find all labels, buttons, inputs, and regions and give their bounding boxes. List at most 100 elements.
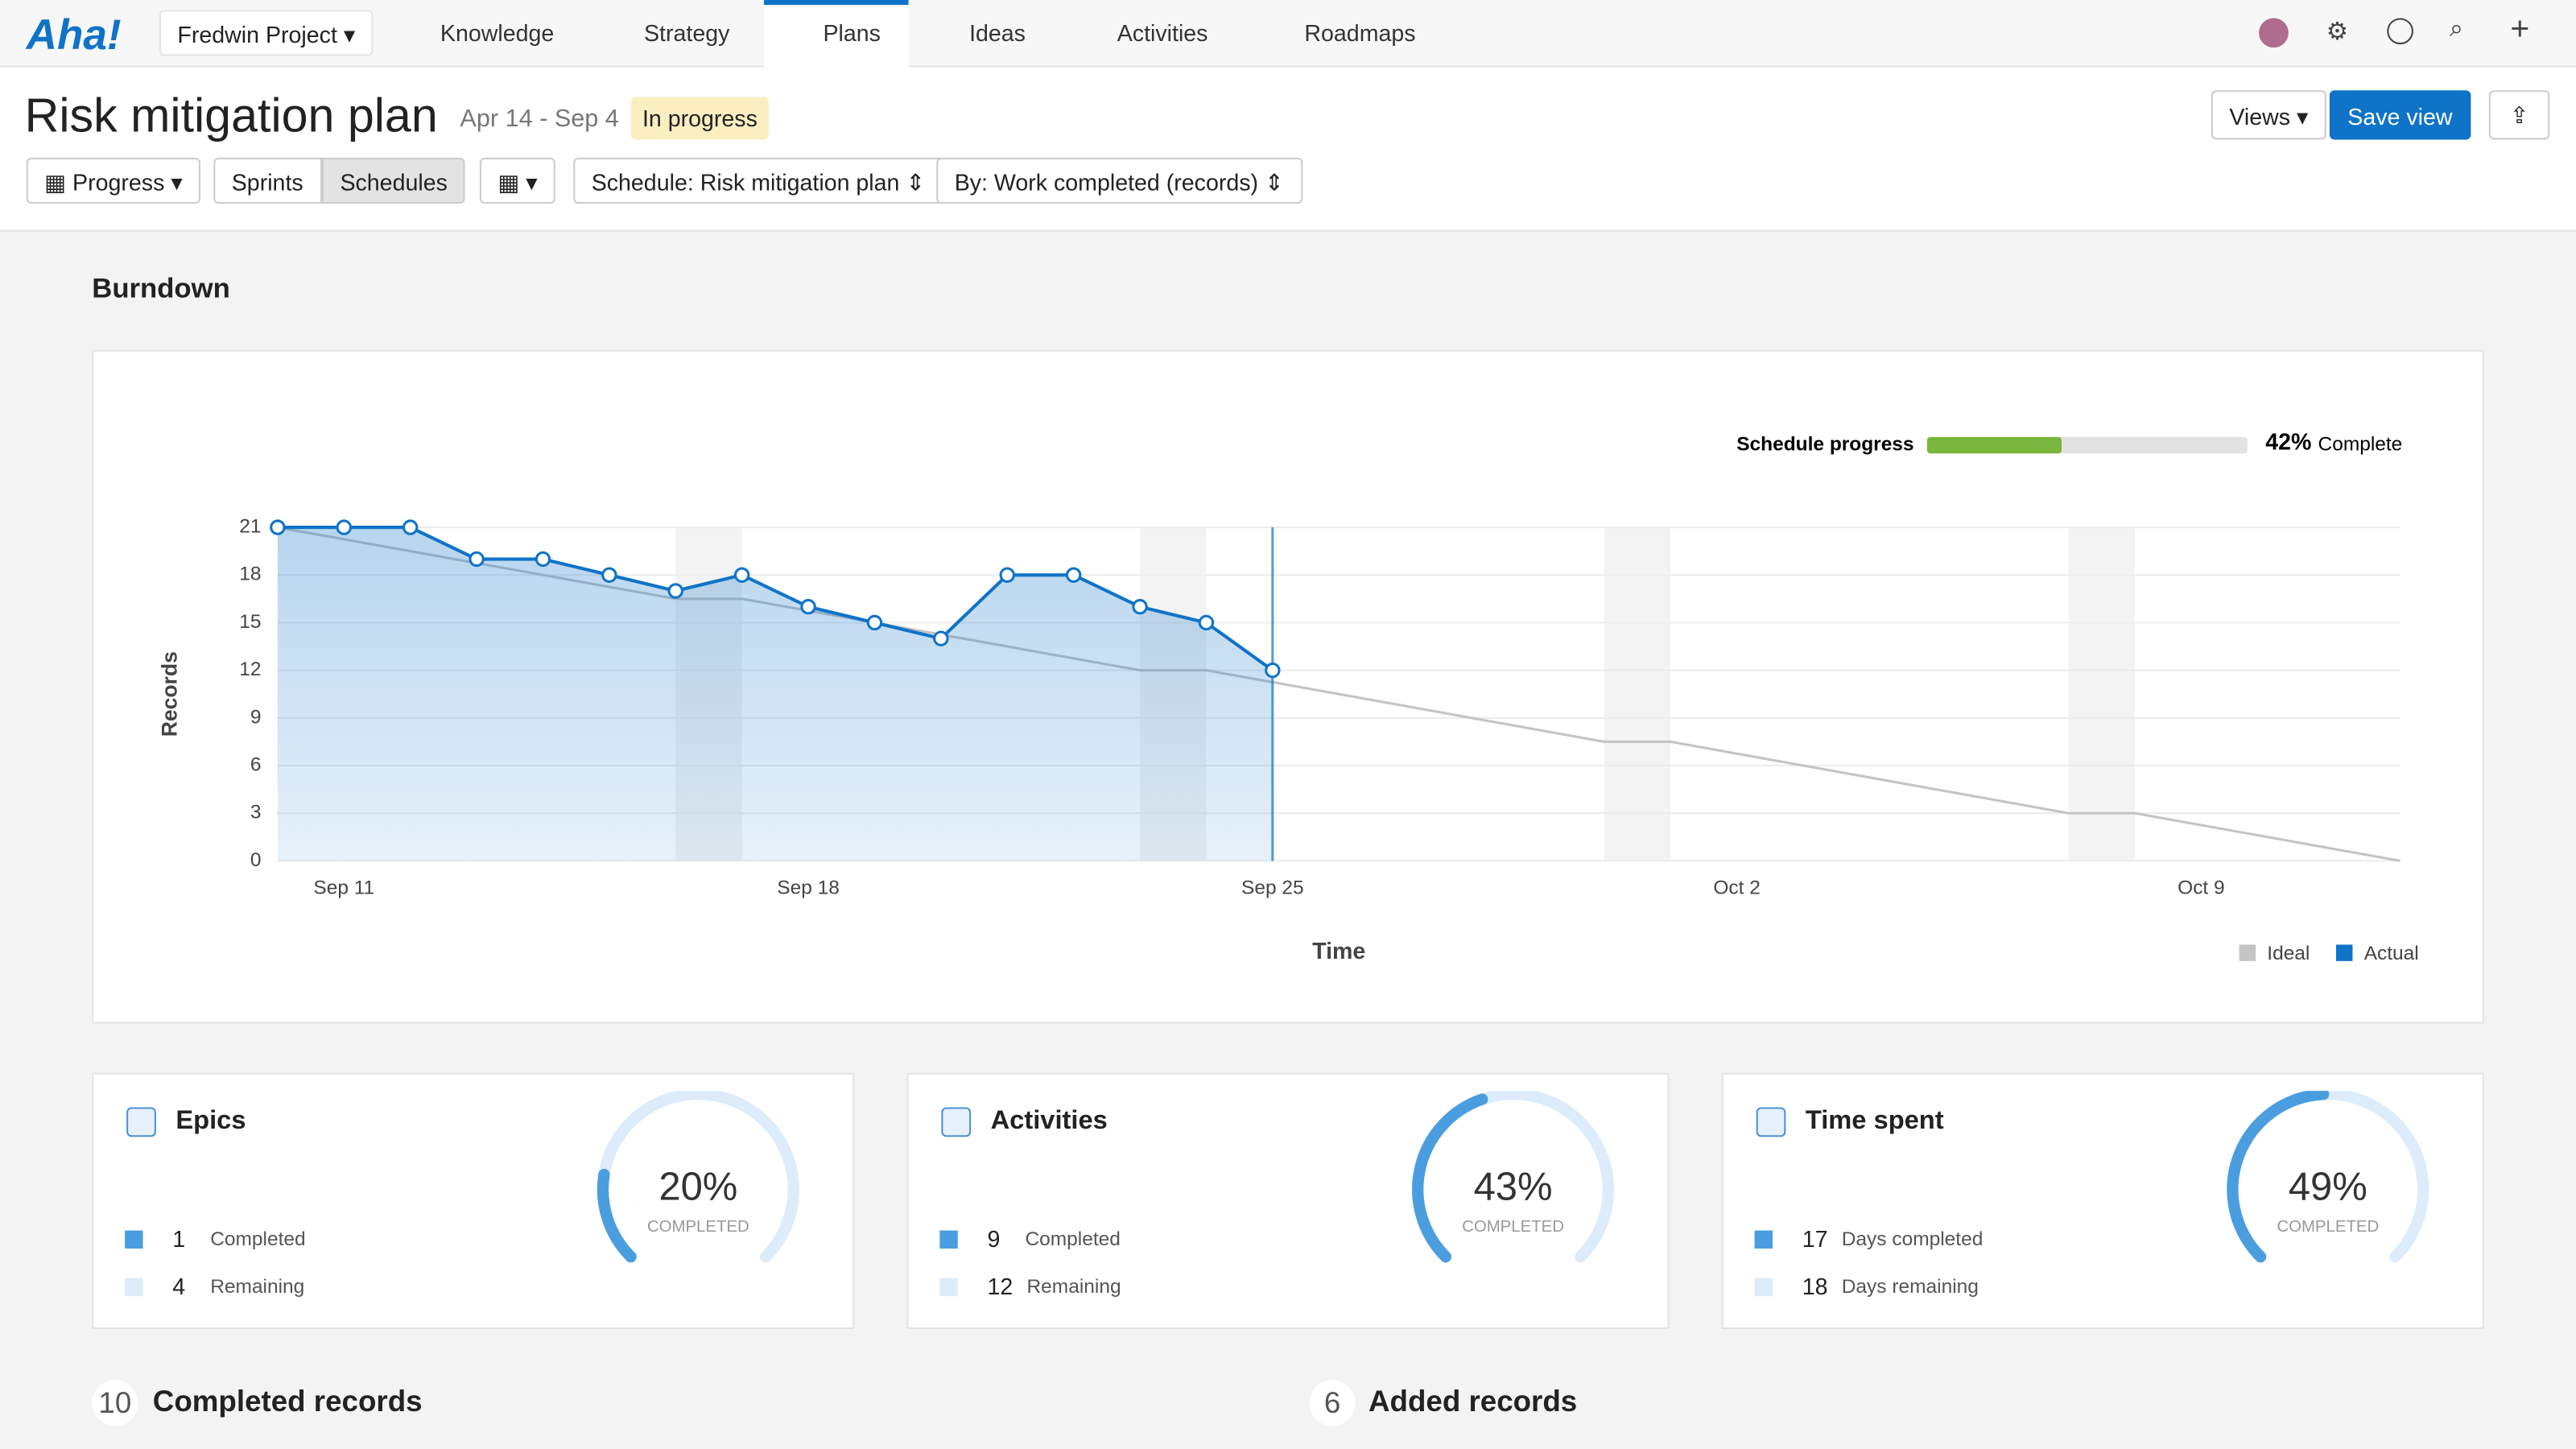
views-button[interactable]: Views ▾ [2211, 90, 2326, 140]
x-tick-label: Sep 25 [1241, 877, 1304, 899]
card-title: Epics [175, 1107, 246, 1136]
data-point [999, 567, 1015, 583]
weekend-band [1604, 527, 1671, 861]
stat-label: Remaining [1026, 1274, 1121, 1298]
y-tick-label: 15 [239, 611, 261, 633]
nav-tab[interactable]: Ideas [969, 19, 1026, 47]
actual-area [277, 527, 1273, 861]
data-point [866, 614, 883, 631]
nav-tab[interactable]: Plans [823, 19, 881, 47]
share-button[interactable]: ⇪ [2488, 90, 2550, 140]
stat-label: Completed [1025, 1227, 1121, 1251]
gauge: 43% COMPLETED [1412, 1091, 1615, 1263]
data-point [402, 519, 419, 535]
status-badge[interactable]: In progress [630, 97, 770, 140]
calendar-button[interactable]: ▦ ▾ [479, 157, 556, 204]
y-tick-label: 12 [239, 658, 261, 680]
gauge-caption: COMPLETED [1462, 1218, 1564, 1236]
card-title: Time spent [1805, 1107, 1944, 1136]
header [0, 67, 2576, 232]
data-point [535, 551, 551, 568]
data-point [270, 519, 286, 535]
views-label: Views [2229, 103, 2291, 130]
stat-card: Epics 1 Completed 4 Remaining 20% COMPLETED [92, 1072, 855, 1330]
project-select[interactable]: Fredwin Project ▾ [159, 10, 374, 56]
sprints-button[interactable]: Sprints [213, 157, 322, 204]
footer-count: 10 [92, 1380, 138, 1426]
stat-value: 17 [1802, 1225, 1828, 1253]
project-name: Fredwin Project [177, 21, 337, 48]
gauge-caption: COMPLETED [647, 1218, 749, 1236]
x-tick-label: Sep 18 [777, 877, 840, 899]
gauge-percent: 20% [658, 1165, 737, 1208]
progress-suffix: Complete [2318, 434, 2403, 456]
data-point [933, 630, 949, 646]
y-tick-label: 21 [239, 516, 261, 538]
y-tick-label: 3 [250, 802, 262, 824]
schedules-button[interactable]: Schedules [321, 157, 466, 204]
gauge-arc [2227, 1091, 2330, 1263]
stat-value: 1 [172, 1225, 186, 1253]
search-icon[interactable]: ⌕ [2449, 14, 2463, 43]
by-select[interactable]: By: Work completed (records) ⇕ [936, 157, 1302, 204]
y-tick-label: 18 [239, 564, 261, 585]
gauge-arc [1412, 1093, 1488, 1263]
chart-card: 0 3 6 9 12 15 18 21 Sep 11 Sep 18 Sep 25 Oct 2 Oct 9… [92, 349, 2484, 1024]
legend-swatch [1754, 1230, 1773, 1249]
x-axis-label: Time [1312, 939, 1365, 964]
footer-label: Completed records [152, 1385, 423, 1418]
data-point [800, 599, 816, 615]
stat-label: Remaining [210, 1274, 305, 1298]
stat-label: Days remaining [1841, 1274, 1979, 1298]
card-icon [941, 1107, 972, 1137]
gauge: 49% COMPLETED [2227, 1091, 2429, 1263]
x-tick-label: Oct 9 [2178, 877, 2224, 899]
top-nav [0, 0, 2576, 68]
page-title: Risk mitigation plan [24, 90, 438, 143]
legend-swatch [2336, 944, 2353, 961]
legend-label: Actual [2364, 943, 2419, 964]
footer-label: Added records [1368, 1385, 1578, 1418]
nav-tab[interactable]: Roadmaps [1304, 19, 1416, 47]
card-icon [1756, 1107, 1786, 1137]
save-view-button[interactable]: Save view [2329, 90, 2471, 140]
progress-value: 42% [2265, 430, 2311, 456]
progress-fill [1926, 436, 2062, 454]
x-tick-label: Sep 11 [313, 877, 374, 899]
section-title: Burndown [92, 272, 230, 304]
data-point [1265, 662, 1281, 679]
nav-tab[interactable]: Knowledge [440, 19, 555, 47]
series-line [277, 526, 1274, 672]
stat-label: Completed [210, 1227, 306, 1251]
add-icon[interactable]: + [2510, 11, 2530, 48]
data-point [469, 551, 485, 568]
gauge: 20% COMPLETED [597, 1091, 799, 1263]
data-point [601, 567, 617, 583]
gauge-arc [597, 1168, 637, 1263]
nav-tab[interactable]: Activities [1117, 19, 1208, 47]
settings-icon[interactable]: ⚙ [2326, 18, 2349, 47]
footer-count: 6 [1309, 1380, 1356, 1426]
y-tick-label: 6 [250, 753, 262, 775]
avatar[interactable] [2259, 18, 2289, 48]
y-tick-label: 0 [250, 849, 262, 871]
x-tick-label: Oct 2 [1713, 877, 1760, 899]
nav-tab[interactable]: Strategy [643, 19, 730, 47]
progress-button[interactable]: ▦ Progress ▾ [26, 157, 201, 204]
progress-label: Progress [72, 169, 165, 196]
y-axis-label: Records [157, 651, 181, 737]
card-icon [126, 1107, 156, 1137]
stat-card: Activities 9 Completed 12 Remaining 43% COMPLE… [906, 1072, 1670, 1330]
gauge-caption: COMPLETED [2277, 1218, 2379, 1236]
gauge-percent: 43% [1474, 1165, 1553, 1208]
by-label: By: Work completed (records) [954, 169, 1259, 196]
schedule-select[interactable]: Schedule: Risk mitigation plan ⇕ [573, 157, 943, 204]
legend-swatch [125, 1278, 143, 1297]
help-icon[interactable] [2387, 18, 2413, 45]
stat-value: 12 [987, 1273, 1013, 1300]
data-point [336, 519, 352, 535]
logo[interactable]: Aha! [26, 10, 122, 60]
legend-label: Ideal [2267, 943, 2310, 964]
